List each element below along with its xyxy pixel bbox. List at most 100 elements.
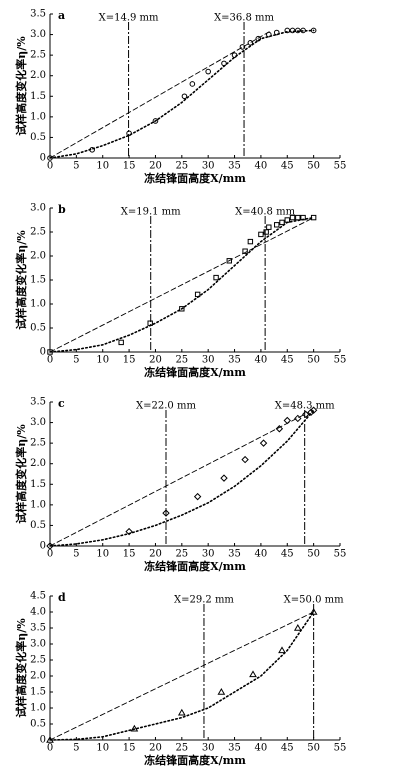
marker: [309, 607, 318, 615]
x-tick-label: 0: [47, 743, 53, 754]
marker: [226, 258, 232, 264]
x-tick-label: 5: [73, 549, 79, 560]
reference-label: X=14.9 mm: [99, 13, 159, 24]
fit-curve: [49, 611, 315, 741]
x-tick-label: 10: [96, 743, 109, 754]
y-tick-label: 3.5: [30, 397, 46, 408]
x-tick-label: 15: [123, 743, 136, 754]
marker: [177, 708, 186, 716]
trend-line: [49, 30, 272, 159]
x-tick-label: 10: [96, 355, 109, 366]
reference-label: X=29.2 mm: [174, 595, 234, 606]
y-tick-label: 2.0: [30, 70, 46, 81]
x-tick-label: 30: [202, 161, 215, 172]
x-tick-label: 5: [73, 161, 79, 172]
reference-label: X=22.0 mm: [136, 401, 196, 412]
marker: [278, 646, 286, 654]
y-tick-label: 3.0: [30, 29, 46, 40]
marker: [255, 35, 262, 42]
marker: [162, 509, 170, 517]
marker: [239, 44, 246, 50]
y-tick-label: 3.0: [30, 203, 46, 214]
marker: [179, 306, 185, 312]
fit-curve: [49, 29, 315, 159]
marker: [47, 155, 53, 161]
x-tick-label: 25: [175, 549, 188, 560]
y-tick-label: 1.0: [30, 111, 46, 122]
x-tick-label: 10: [96, 549, 109, 560]
x-tick-label: 45: [281, 743, 294, 754]
x-tick-label: 30: [202, 355, 215, 366]
x-axis-label: 冻结锋面高度X/mm: [144, 365, 246, 379]
x-tick-label: 25: [175, 161, 188, 172]
x-tick-label: 50: [307, 743, 320, 754]
x-axis-label: 冻结锋面高度X/mm: [144, 753, 246, 767]
marker: [258, 231, 264, 238]
x-tick-label: 35: [228, 355, 241, 366]
y-axis-label: 试样高度变化率η/%: [14, 36, 28, 136]
y-tick-label: 1.0: [30, 703, 46, 714]
marker: [294, 414, 302, 423]
fit-curve: [49, 216, 315, 353]
y-tick-label: 0.5: [30, 132, 46, 143]
x-tick-label: 40: [255, 549, 268, 560]
x-tick-label: 30: [202, 743, 215, 754]
x-tick-label: 55: [334, 549, 347, 560]
y-tick-label: 2.0: [30, 458, 46, 469]
y-tick-label: 2.0: [30, 251, 46, 262]
y-tick-label: 2.5: [30, 655, 46, 666]
x-tick-label: 15: [123, 355, 136, 366]
marker: [266, 224, 272, 230]
x-tick-label: 20: [149, 743, 162, 754]
marker: [221, 60, 227, 67]
x-tick-label: 20: [149, 549, 162, 560]
x-tick-label: 50: [307, 549, 320, 560]
y-tick-label: 1.5: [30, 91, 46, 102]
x-tick-label: 5: [73, 355, 79, 366]
x-tick-label: 15: [123, 549, 136, 560]
y-tick-label: 4.5: [30, 591, 46, 602]
marker: [130, 724, 139, 732]
y-tick-label: 1.5: [30, 275, 46, 286]
reference-label: X=50.0 mm: [284, 595, 344, 606]
marker: [274, 222, 280, 228]
y-tick-label: 2.5: [30, 50, 46, 61]
x-tick-label: 25: [175, 355, 188, 366]
marker: [293, 623, 302, 631]
reference-label: X=48.3 mm: [275, 401, 335, 412]
panel-label: c: [58, 397, 65, 410]
trend-line: [49, 413, 306, 547]
x-axis-label: 冻结锋面高度X/mm: [144, 559, 246, 573]
marker: [193, 492, 202, 501]
y-tick-label: 2.5: [30, 438, 46, 449]
marker: [217, 687, 226, 695]
marker: [284, 217, 290, 223]
marker: [249, 670, 257, 678]
marker: [279, 219, 285, 226]
y-tick-label: 3.0: [30, 417, 46, 428]
marker: [284, 27, 291, 34]
y-tick-label: 0.5: [30, 520, 46, 531]
marker: [118, 339, 124, 346]
y-axis-label: 试样高度变化率η/%: [14, 230, 28, 330]
x-tick-label: 0: [47, 355, 53, 366]
marker: [302, 410, 310, 419]
y-tick-label: 0: [40, 153, 46, 164]
reference-label: X=40.8 mm: [235, 207, 295, 218]
y-tick-label: 0: [40, 541, 46, 552]
x-tick-label: 40: [255, 161, 268, 172]
marker: [295, 214, 301, 221]
y-tick-label: 3.5: [30, 9, 46, 20]
x-tick-label: 45: [281, 161, 294, 172]
x-tick-label: 0: [47, 549, 53, 560]
marker: [295, 27, 301, 34]
x-tick-label: 40: [255, 743, 268, 754]
x-tick-label: 55: [334, 161, 347, 172]
y-tick-label: 1.5: [30, 687, 46, 698]
panel-label: d: [58, 591, 66, 604]
y-axis-label: 试样高度变化率η/%: [14, 618, 28, 718]
y-tick-label: 0: [40, 735, 46, 746]
marker: [259, 439, 268, 447]
x-tick-label: 35: [228, 161, 241, 172]
